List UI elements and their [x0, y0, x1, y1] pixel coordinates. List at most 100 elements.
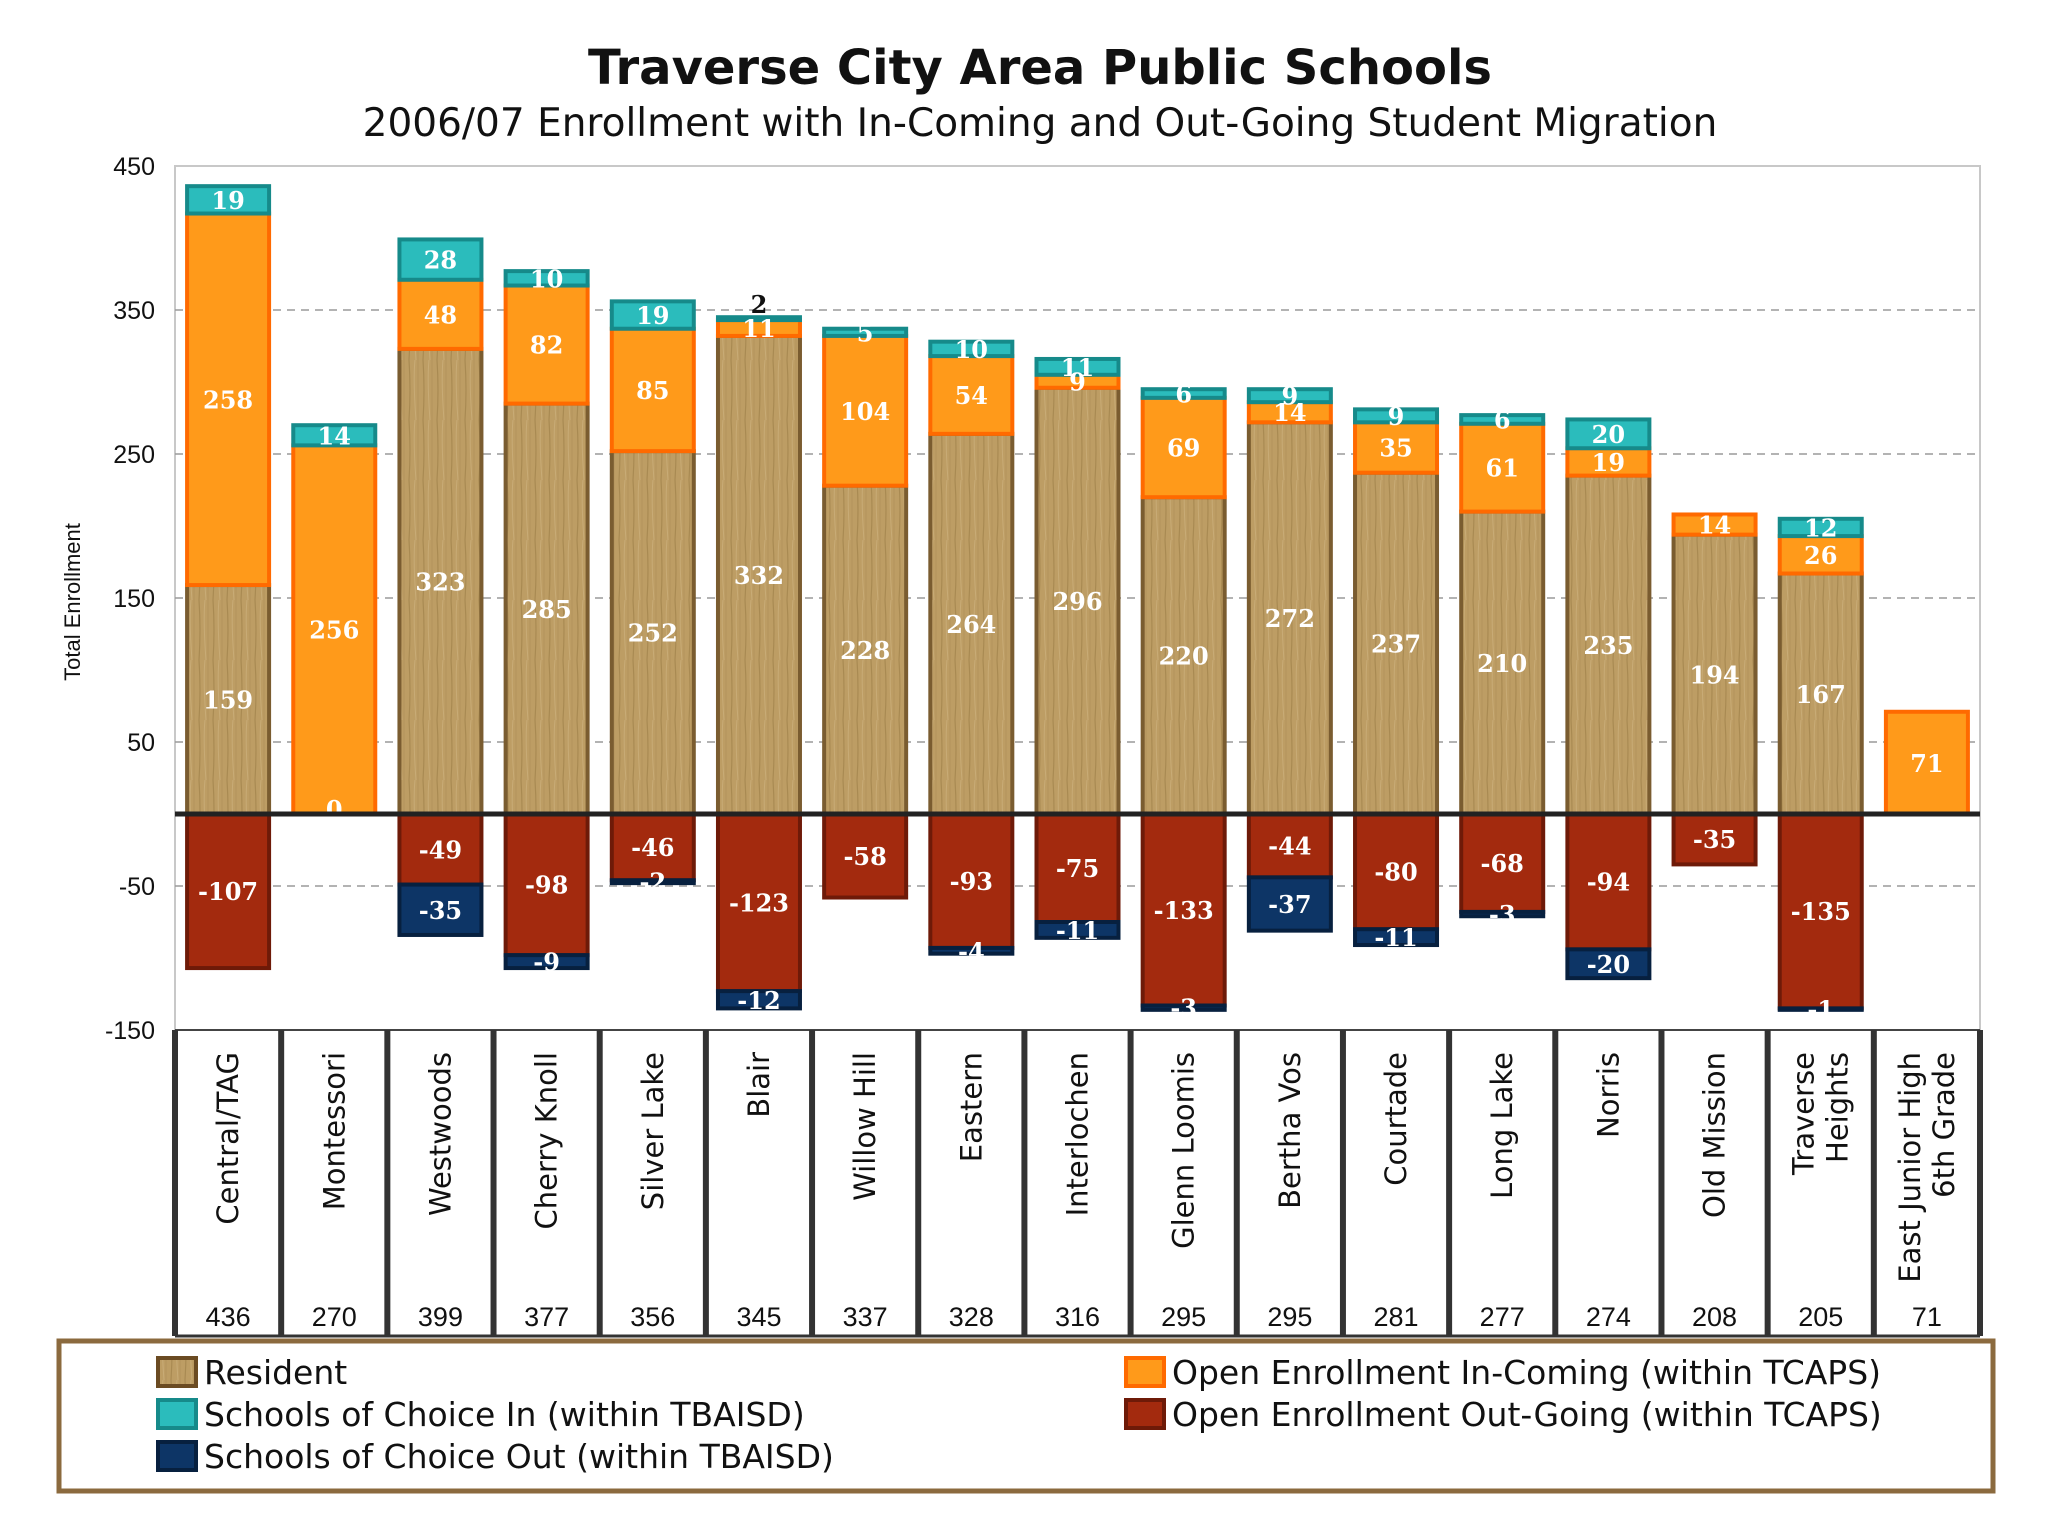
data-label: -9	[533, 948, 560, 977]
data-label: -3	[1170, 994, 1197, 1023]
data-label: 35	[1379, 434, 1412, 463]
legend-swatch	[156, 1356, 198, 1388]
data-label: 19	[211, 186, 244, 215]
data-label: -75	[1056, 854, 1099, 883]
data-label: 61	[1486, 454, 1519, 483]
chart-subtitle: 2006/07 Enrollment with In-Coming and Ou…	[363, 101, 1718, 146]
data-label: -94	[1587, 868, 1630, 897]
legend: Resident Open Enrollment In-Coming (withi…	[56, 1338, 1996, 1494]
category-total: 281	[1373, 1302, 1418, 1332]
data-label: 264	[946, 610, 996, 639]
bar-segment	[1353, 407, 1440, 425]
data-label: 69	[1167, 434, 1200, 463]
bar-segment	[1565, 417, 1652, 451]
legend-swatch	[156, 1398, 198, 1430]
data-label: 14	[1698, 511, 1731, 540]
bar-segment	[1246, 875, 1333, 933]
data-label: 0	[326, 795, 343, 824]
data-label: -44	[1268, 832, 1311, 861]
data-label: 54	[955, 381, 988, 410]
bar-segment	[291, 443, 378, 816]
data-label: 11	[1061, 353, 1094, 382]
data-label: 272	[1265, 604, 1315, 633]
data-label: 9	[1069, 367, 1086, 396]
data-label: 104	[840, 397, 890, 426]
bar-segment	[822, 333, 909, 488]
data-label: 71	[1910, 749, 1943, 778]
category-total: 274	[1586, 1302, 1631, 1332]
data-label: -68	[1481, 849, 1524, 878]
bar-segment	[715, 989, 802, 1011]
bar-segment	[1140, 812, 1227, 1008]
bar-segment	[609, 326, 696, 454]
data-label: -93	[950, 867, 993, 896]
bar-segment	[1459, 421, 1546, 514]
legend-label: Resident	[204, 1353, 347, 1392]
x-category-label: Interlochen	[1061, 1052, 1095, 1216]
bar-segment	[185, 211, 272, 588]
bar-segment	[503, 953, 590, 971]
x-category-label: 6th Grade	[1927, 1052, 1961, 1198]
x-category-label: Norris	[1591, 1052, 1625, 1138]
y-axis-label: Total Enrollment	[60, 523, 85, 681]
category-total: 337	[843, 1302, 888, 1332]
y-tick-label: 50	[127, 729, 155, 757]
data-label: 28	[424, 246, 457, 275]
data-label: 235	[1583, 631, 1633, 660]
data-label: -20	[1587, 950, 1630, 979]
data-label: -49	[419, 835, 462, 864]
bar-segment	[715, 315, 802, 323]
category-total: 71	[1912, 1302, 1942, 1332]
bar-segment	[1246, 387, 1333, 405]
bar-segment	[397, 882, 484, 937]
bar-segment	[503, 269, 590, 288]
y-tick-label: 150	[113, 585, 155, 613]
data-label: -35	[1693, 825, 1736, 854]
data-label: -1	[1807, 995, 1834, 1024]
category-total: 208	[1692, 1302, 1737, 1332]
data-label: 5	[857, 318, 874, 347]
category-total: 316	[1055, 1302, 1100, 1332]
chart-title: Traverse City Area Public Schools	[588, 40, 1492, 96]
data-label: 20	[1592, 420, 1625, 449]
x-category-label: Courtade	[1379, 1052, 1413, 1186]
y-tick-label: 350	[113, 297, 155, 325]
data-label: -123	[729, 889, 789, 918]
data-label: -35	[419, 896, 462, 925]
y-tick-label: -50	[119, 873, 155, 901]
data-label: -80	[1374, 858, 1417, 887]
bar-segment	[1140, 1003, 1227, 1012]
category-total: 270	[312, 1302, 357, 1332]
bar-segment	[397, 237, 484, 282]
x-category-label: Glenn Loomis	[1167, 1052, 1201, 1249]
bar-segment	[715, 812, 802, 994]
data-label: 332	[734, 561, 784, 590]
category-total: 377	[524, 1302, 569, 1332]
y-tick-label: 450	[113, 153, 155, 181]
data-label: -46	[631, 833, 674, 862]
bar-segment	[185, 184, 272, 216]
legend-label: Schools of Choice Out (within TBAISD)	[204, 1437, 834, 1476]
category-total: 205	[1798, 1302, 1843, 1332]
data-label: 85	[636, 376, 669, 405]
x-category-label: Willow Hill	[848, 1052, 882, 1201]
data-label: 10	[530, 264, 563, 293]
x-category-label: Eastern	[954, 1052, 988, 1162]
bar-segment	[1353, 420, 1440, 475]
bar-segment	[503, 283, 590, 406]
bar-segment	[1671, 512, 1758, 537]
legend-label: Schools of Choice In (within TBAISD)	[204, 1395, 805, 1434]
bar-segment	[609, 449, 696, 816]
data-label: 9	[1388, 402, 1405, 431]
data-label: 10	[955, 335, 988, 364]
bar-segment	[1353, 470, 1440, 816]
legend-swatch	[1124, 1356, 1166, 1388]
x-category-label: Traverse	[1787, 1052, 1821, 1176]
x-category-label: East Junior High	[1893, 1052, 1927, 1283]
category-total: 399	[418, 1302, 463, 1332]
category-total: 345	[736, 1302, 781, 1332]
data-label: 285	[522, 595, 572, 624]
bar-segment	[503, 401, 590, 816]
bar-segment	[1034, 812, 1121, 924]
bar-segment	[1353, 812, 1440, 932]
